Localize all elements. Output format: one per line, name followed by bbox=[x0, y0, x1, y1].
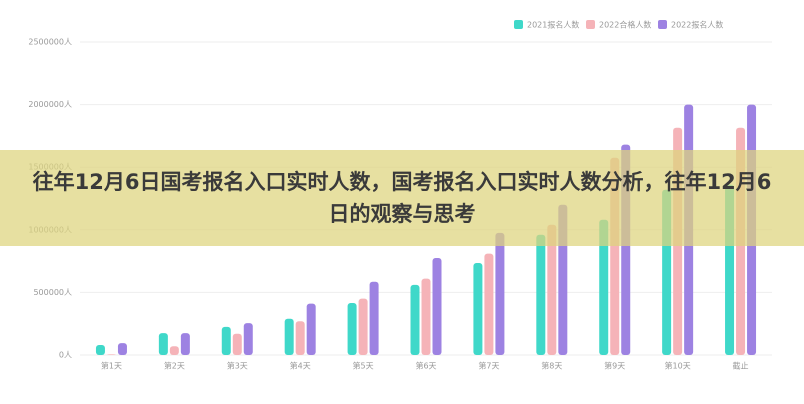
legend-swatch bbox=[514, 20, 523, 29]
x-tick-label: 截止 bbox=[733, 361, 749, 371]
legend-label: 2021报名人数 bbox=[527, 20, 579, 30]
legend-swatch bbox=[658, 20, 667, 29]
bar bbox=[421, 278, 431, 355]
bar bbox=[410, 284, 420, 355]
y-tick-label: 500000人 bbox=[33, 288, 72, 297]
bar bbox=[495, 232, 505, 355]
bar bbox=[243, 323, 253, 355]
y-tick-label: 2000000人 bbox=[28, 100, 72, 109]
bar bbox=[536, 234, 546, 355]
banner: 往年12月6日国考报名入口实时人数，国考报名入口实时人数分析，往年12月6日的观… bbox=[0, 150, 804, 246]
chart-title: 往年12月6日国考报名入口实时人数，国考报名入口实时人数分析，往年12月6日的观… bbox=[32, 170, 772, 226]
bar bbox=[369, 281, 379, 355]
x-tick-label: 第3天 bbox=[227, 361, 248, 371]
bar bbox=[117, 343, 127, 355]
bar bbox=[232, 333, 242, 355]
legend-label: 2022合格人数 bbox=[599, 20, 651, 30]
legend-swatch bbox=[586, 20, 595, 29]
bar bbox=[221, 326, 231, 355]
bar bbox=[547, 224, 557, 355]
bar bbox=[95, 344, 105, 355]
bar bbox=[180, 333, 190, 355]
x-tick-label: 第4天 bbox=[290, 361, 311, 371]
bar bbox=[347, 303, 357, 355]
x-tick-label: 第9天 bbox=[604, 361, 625, 371]
legend-label: 2022报名人数 bbox=[671, 20, 723, 30]
x-tick-label: 第7天 bbox=[478, 361, 499, 371]
bar bbox=[306, 303, 316, 355]
bar bbox=[106, 354, 116, 355]
bar bbox=[599, 219, 609, 355]
bar bbox=[473, 262, 483, 355]
bar bbox=[432, 257, 442, 355]
x-tick-label: 第2天 bbox=[164, 361, 185, 371]
bar bbox=[169, 346, 179, 355]
bar bbox=[358, 298, 368, 355]
y-tick-label: 0人 bbox=[59, 351, 72, 360]
bar bbox=[284, 318, 294, 355]
x-tick-label: 第1天 bbox=[101, 361, 122, 371]
bar bbox=[484, 253, 494, 355]
y-tick-label: 2500000人 bbox=[28, 38, 72, 47]
x-tick-label: 第10天 bbox=[665, 361, 691, 371]
bar bbox=[158, 333, 168, 355]
x-tick-label: 第6天 bbox=[415, 361, 436, 371]
x-tick-label: 第8天 bbox=[541, 361, 562, 371]
bar bbox=[295, 321, 305, 355]
x-tick-label: 第5天 bbox=[353, 361, 374, 371]
